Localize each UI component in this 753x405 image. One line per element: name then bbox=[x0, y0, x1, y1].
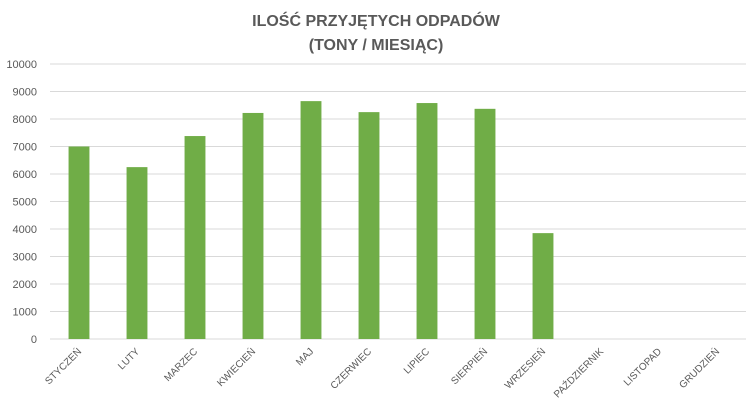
bar bbox=[300, 101, 322, 339]
x-category-label: LIPIEC bbox=[402, 346, 432, 376]
bar bbox=[126, 167, 148, 339]
y-tick-label: 4000 bbox=[13, 224, 37, 236]
x-category-label: STYCZEŃ bbox=[42, 345, 84, 387]
bars bbox=[68, 101, 554, 339]
y-tick-label: 8000 bbox=[13, 114, 37, 126]
y-tick-label: 1000 bbox=[13, 307, 37, 319]
y-tick-label: 7000 bbox=[13, 142, 37, 154]
bar bbox=[532, 233, 554, 339]
y-tick-label: 5000 bbox=[13, 197, 37, 209]
bar bbox=[68, 146, 90, 339]
bar bbox=[358, 112, 380, 339]
bar bbox=[416, 103, 438, 339]
y-tick-label: 0 bbox=[31, 334, 37, 346]
x-category-label: LISTOPAD bbox=[622, 346, 664, 388]
chart-title-line2: (TONY / MIESIĄC) bbox=[309, 37, 444, 54]
x-category-label: LUTY bbox=[116, 346, 142, 372]
y-axis-ticks: 0 1000 2000 3000 4000 5000 6000 7000 8000 9000 100… bbox=[6, 59, 37, 346]
x-category-label: WRZESIEŃ bbox=[502, 345, 549, 392]
x-category-label: MARZEC bbox=[162, 346, 200, 384]
x-category-label: PAŹDZIERNIK bbox=[551, 345, 607, 401]
y-tick-label: 6000 bbox=[13, 169, 37, 181]
x-category-label: KWIECIEŃ bbox=[214, 345, 258, 389]
bar bbox=[184, 136, 206, 339]
x-category-label: MAJ bbox=[294, 346, 316, 368]
y-tick-label: 3000 bbox=[13, 252, 37, 264]
x-category-label: CZERWIEC bbox=[329, 346, 374, 391]
bar bbox=[474, 108, 496, 339]
y-tick-label: 2000 bbox=[13, 279, 37, 291]
y-tick-label: 9000 bbox=[13, 87, 37, 99]
x-category-label: GRUDZIEŃ bbox=[676, 345, 722, 391]
x-axis-labels: STYCZEŃ LUTY MARZEC KWIECIEŃ MAJ CZERWIEC LIPI… bbox=[42, 345, 722, 401]
chart-title-line1: ILOŚĆ PRZYJĘTYCH ODPADÓW bbox=[252, 11, 501, 30]
x-category-label: SIERPIEŃ bbox=[448, 345, 490, 387]
y-tick-label: 10000 bbox=[6, 59, 37, 71]
bar bbox=[242, 112, 264, 339]
gridlines bbox=[50, 63, 746, 340]
